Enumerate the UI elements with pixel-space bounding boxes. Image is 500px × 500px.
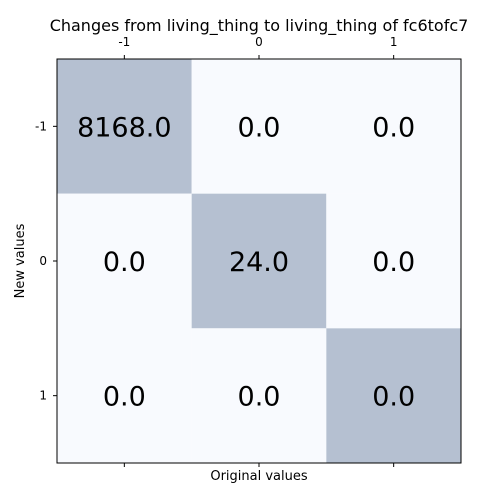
cell-value-label: 8168.0 xyxy=(77,112,171,143)
cell-value-label: 0.0 xyxy=(238,382,281,413)
heatmap-cell xyxy=(191,59,327,194)
cell-value-label: 0.0 xyxy=(238,112,281,143)
heatmap-cell xyxy=(191,193,327,329)
y-axis-label: New values xyxy=(13,223,28,298)
heatmap-cell xyxy=(326,59,461,194)
y-tick-label: 1 xyxy=(39,389,47,403)
axis-ticks: -1 0 1 -1 0 1 xyxy=(35,35,397,467)
x-tick-label: 0 xyxy=(255,35,263,49)
x-tick-label: -1 xyxy=(118,35,130,49)
x-tick-label: 1 xyxy=(390,35,398,49)
heatmap-cells: 8168.0 0.0 0.0 0.0 24.0 0.0 0.0 0.0 0.0 xyxy=(57,59,461,463)
heatmap-cell xyxy=(326,328,461,463)
heatmap-cell xyxy=(191,328,327,463)
cell-value-label: 0.0 xyxy=(372,247,415,278)
cell-value-label: 0.0 xyxy=(103,382,146,413)
heatmap-cell xyxy=(57,328,192,463)
x-axis-label: Original values xyxy=(210,469,308,484)
heatmap-cell xyxy=(57,193,192,329)
heatmap-cell xyxy=(326,193,461,329)
cell-value-label: 0.0 xyxy=(372,382,415,413)
heatmap-cell xyxy=(57,59,192,194)
cell-value-label: 0.0 xyxy=(372,112,415,143)
chart-title: Changes from living_thing to living_thin… xyxy=(50,16,469,36)
cell-value-label: 24.0 xyxy=(229,247,289,278)
y-tick-label: 0 xyxy=(39,254,47,268)
cell-value-label: 0.0 xyxy=(103,247,146,278)
y-tick-label: -1 xyxy=(35,119,47,133)
